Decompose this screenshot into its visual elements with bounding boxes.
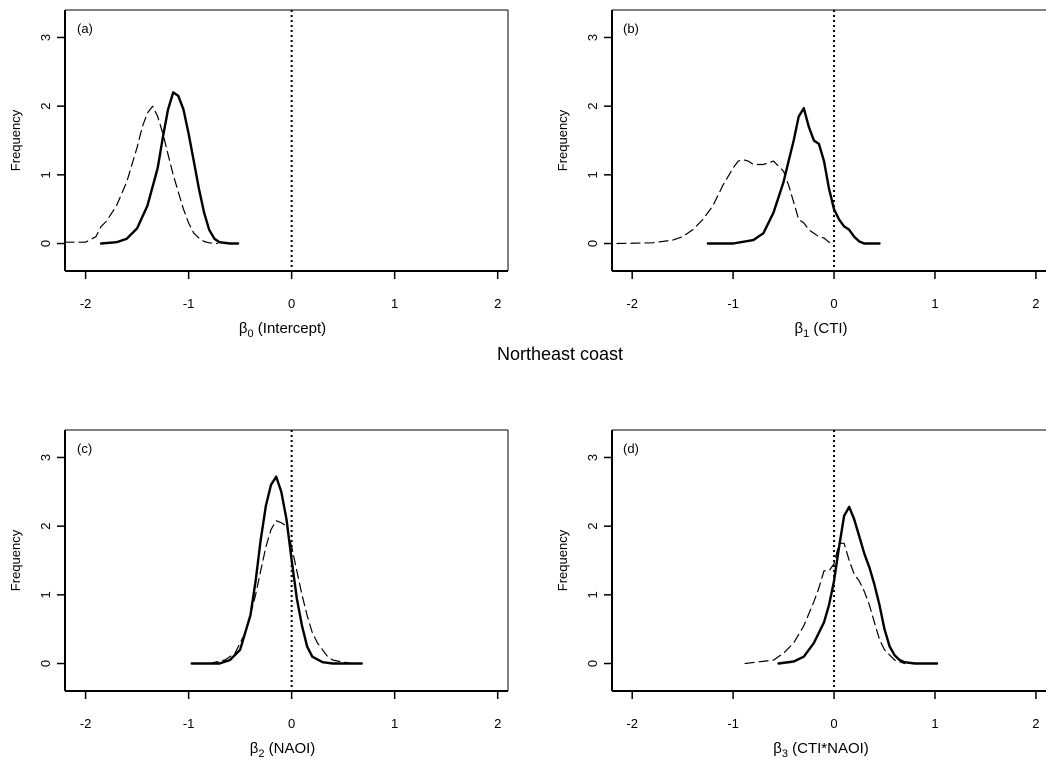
y-axis-label: Frequency	[8, 109, 23, 171]
y-tick-label: 1	[585, 591, 600, 598]
y-tick-label: 1	[38, 591, 53, 598]
y-tick-label: 3	[38, 454, 53, 461]
y-tick-label: 0	[585, 660, 600, 667]
panel-c: -2 -1 0 1 2 0 1 2 3 Frequency β2 (NAOI) (c)	[8, 429, 509, 760]
y-axis-label: Frequency	[555, 109, 570, 171]
y-tick-label: 2	[585, 103, 600, 110]
x-tick-label: 1	[931, 296, 938, 311]
panel-label: (c)	[77, 441, 92, 456]
x-tick-label: -1	[183, 716, 195, 731]
panel-label: (a)	[77, 21, 93, 36]
x-tick-label: 2	[1032, 716, 1039, 731]
x-tick-label: -1	[183, 296, 195, 311]
x-tick-label: 2	[494, 296, 501, 311]
dashed-density-curve	[744, 542, 906, 665]
x-tick-label: 1	[391, 296, 398, 311]
dashed-density-curve	[64, 105, 219, 245]
y-tick-label: 3	[38, 34, 53, 41]
x-tick-label: 0	[830, 296, 837, 311]
x-tick-label: -1	[727, 716, 739, 731]
solid-density-curve	[190, 475, 363, 665]
x-tick-label: -2	[626, 716, 638, 731]
panel-b: -2 -1 0 1 2 0 1 2 3 Frequency β1 (CTI) (b)	[555, 9, 1046, 340]
solid-density-curve	[777, 505, 939, 665]
x-tick-label: 0	[288, 716, 295, 731]
x-tick-label: 0	[288, 296, 295, 311]
x-tick-label: -2	[80, 716, 92, 731]
figure-title: Northeast coast	[497, 344, 623, 364]
y-tick-label: 2	[38, 103, 53, 110]
x-axis-label: β3 (CTI*NAOI)	[773, 740, 869, 760]
x-tick-label: -2	[80, 296, 92, 311]
x-tick-label: -2	[626, 296, 638, 311]
y-tick-label: 0	[38, 660, 53, 667]
x-tick-label: 2	[494, 716, 501, 731]
y-tick-label: 3	[585, 454, 600, 461]
y-tick-label: 0	[585, 240, 600, 247]
y-axis-label: Frequency	[555, 529, 570, 591]
y-axis-label: Frequency	[8, 529, 23, 591]
y-tick-label: 2	[585, 523, 600, 530]
x-axis-label: β1 (CTI)	[794, 320, 847, 340]
panel-label: (b)	[623, 21, 639, 36]
solid-density-curve	[99, 91, 240, 245]
y-tick-label: 1	[585, 171, 600, 178]
x-tick-label: 1	[391, 716, 398, 731]
y-tick-label: 2	[38, 523, 53, 530]
y-tick-label: 3	[585, 34, 600, 41]
panel-d: -2 -1 0 1 2 0 1 2 3 Frequency β3 (CTI*NAOI) (d)	[555, 429, 1046, 760]
panel-a: -2 -1 0 1 2 0 1 2 3 Frequency β0 (Intercept) (a)	[8, 9, 509, 340]
x-tick-label: 1	[931, 716, 938, 731]
x-tick-label: 0	[830, 716, 837, 731]
dashed-density-curve	[208, 520, 355, 665]
x-tick-label: 2	[1032, 296, 1039, 311]
x-axis-label: β2 (NAOI)	[250, 740, 316, 760]
x-tick-label: -1	[727, 296, 739, 311]
solid-density-curve	[706, 106, 881, 245]
y-tick-label: 0	[38, 240, 53, 247]
x-axis-label: β0 (Intercept)	[239, 320, 326, 340]
y-tick-label: 1	[38, 171, 53, 178]
panel-label: (d)	[623, 441, 639, 456]
dashed-density-curve	[616, 159, 835, 245]
